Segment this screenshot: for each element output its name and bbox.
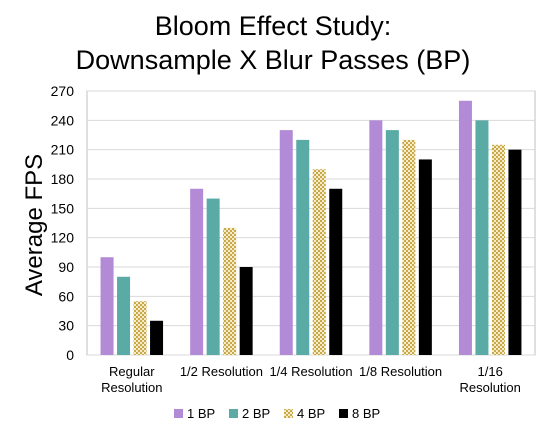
legend-label: 2 BP [242,406,270,421]
bar-1-bp-4 [458,100,472,356]
y-tick-label: 240 [51,112,75,128]
y-tick-label: 90 [58,259,74,275]
bar-8-bp-4 [508,149,522,355]
legend-label: 4 BP [297,406,325,421]
y-tick-label: 120 [51,230,75,246]
bar-8-bp-1 [239,267,253,355]
x-category-label: Resolution [459,380,520,395]
y-tick-labels: 0 30 60 90 120 150 180 210 240 270 [51,83,75,363]
x-category-label: 1/4 Resolution [269,364,352,379]
bar-4-bp-4 [491,144,505,355]
x-category-label: 1/2 Resolution [180,364,263,379]
bar-8-bp-3 [418,159,432,355]
y-tick-label: 150 [51,200,75,216]
bar-4-bp-0 [133,301,147,355]
bar-2-bp-0 [117,276,131,355]
bar-4-bp-1 [223,227,237,355]
y-tick-label: 30 [58,318,74,334]
bar-2-bp-4 [475,120,489,355]
bar-4-bp-2 [312,169,326,355]
y-tick-label: 270 [51,83,75,99]
x-category-label: Resolution [101,380,162,395]
legend-swatch [284,409,293,418]
bar-1-bp-2 [279,130,293,355]
bars [100,100,522,356]
y-axis-label: Average FPS [21,154,48,296]
bar-4-bp-3 [402,139,416,355]
bar-1-bp-1 [190,188,204,355]
x-category-label: 1/8 Resolution [359,364,442,379]
legend-swatch [174,409,183,418]
bar-8-bp-2 [329,188,343,355]
bar-2-bp-3 [385,130,399,355]
bar-2-bp-1 [206,198,220,355]
x-category-label: 1/16 [478,364,503,379]
bar-1-bp-0 [100,257,114,355]
legend-label: 8 BP [352,406,380,421]
bar-2-bp-2 [296,139,310,355]
legend: 1 BP 2 BP 4 BP 8 BP [174,406,380,421]
y-tick-label: 0 [66,347,74,363]
chart-title-line-1: Bloom Effect Study: [155,11,392,41]
x-category-label: Regular [109,364,155,379]
legend-label: 1 BP [187,406,215,421]
y-tick-label: 60 [58,288,74,304]
bar-8-bp-0 [150,320,164,355]
bar-1-bp-3 [369,120,383,355]
chart-title-line-2: Downsample X Blur Passes (BP) [76,45,471,75]
y-tick-label: 210 [51,142,75,158]
legend-swatch [229,409,238,418]
legend-swatch [339,409,348,418]
y-tick-label: 180 [51,171,75,187]
